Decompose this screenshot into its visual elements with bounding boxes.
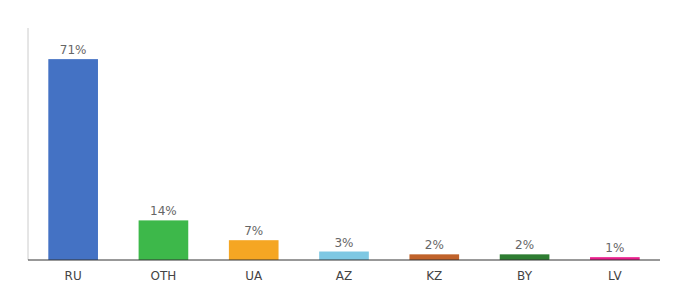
bar bbox=[500, 254, 550, 260]
bar bbox=[319, 252, 369, 260]
data-label: 71% bbox=[60, 43, 87, 57]
data-label: 2% bbox=[515, 238, 534, 252]
data-label: 1% bbox=[605, 241, 624, 255]
x-tick-label: RU bbox=[65, 269, 82, 283]
data-label: 14% bbox=[150, 204, 177, 218]
bars bbox=[48, 59, 639, 260]
x-tick-label: AZ bbox=[336, 269, 352, 283]
x-tick-label: LV bbox=[608, 269, 622, 283]
bar bbox=[48, 59, 98, 260]
data-label: 2% bbox=[425, 238, 444, 252]
x-tick-label: OTH bbox=[151, 269, 177, 283]
x-axis-line bbox=[28, 260, 660, 261]
bar bbox=[139, 220, 189, 260]
bar bbox=[229, 240, 279, 260]
plot-area bbox=[48, 59, 639, 260]
data-label: 7% bbox=[244, 224, 263, 238]
x-tick-label: UA bbox=[245, 269, 263, 283]
data-label: 3% bbox=[334, 236, 353, 250]
x-tick-label: KZ bbox=[426, 269, 442, 283]
bar bbox=[409, 254, 459, 260]
x-tick-label: BY bbox=[517, 269, 533, 283]
y-axis-line bbox=[28, 28, 29, 260]
chart-container: 71% 14% 7% 3% 2% 2% 1% RU OTH UA AZ KZ BY LV bbox=[0, 0, 680, 300]
chart-svg: 71% 14% 7% 3% 2% 2% 1% RU OTH UA AZ KZ BY LV bbox=[0, 0, 680, 300]
